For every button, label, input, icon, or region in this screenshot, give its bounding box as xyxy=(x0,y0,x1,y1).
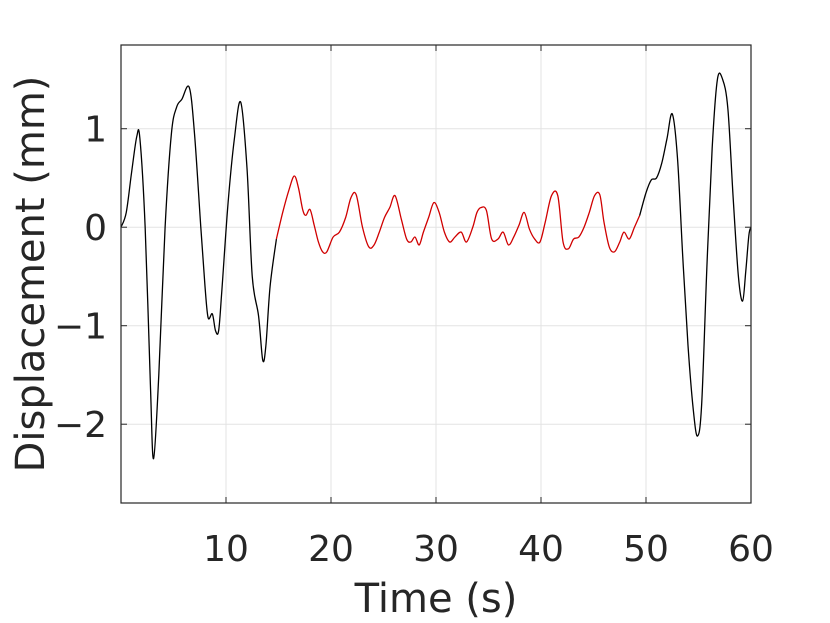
series-line-middle xyxy=(275,175,641,255)
x-tick-label: 50 xyxy=(623,529,669,570)
y-tick-label: −1 xyxy=(54,307,107,348)
series-line-end xyxy=(639,72,752,437)
y-tick-label: −2 xyxy=(54,405,107,446)
series-line-start xyxy=(120,85,278,460)
x-tick-label: 60 xyxy=(728,529,774,570)
x-tick-label: 20 xyxy=(308,529,354,570)
y-tick-label: 0 xyxy=(84,208,107,249)
x-tick-label: 40 xyxy=(518,529,564,570)
x-axis-title: Time (s) xyxy=(354,576,518,622)
y-axis-title: Displacement (mm) xyxy=(8,76,54,473)
x-tick-label: 10 xyxy=(203,529,249,570)
y-tick-label: 1 xyxy=(84,110,107,151)
x-tick-label: 30 xyxy=(413,529,459,570)
grid-lines xyxy=(121,45,752,503)
series-lines xyxy=(120,72,752,460)
